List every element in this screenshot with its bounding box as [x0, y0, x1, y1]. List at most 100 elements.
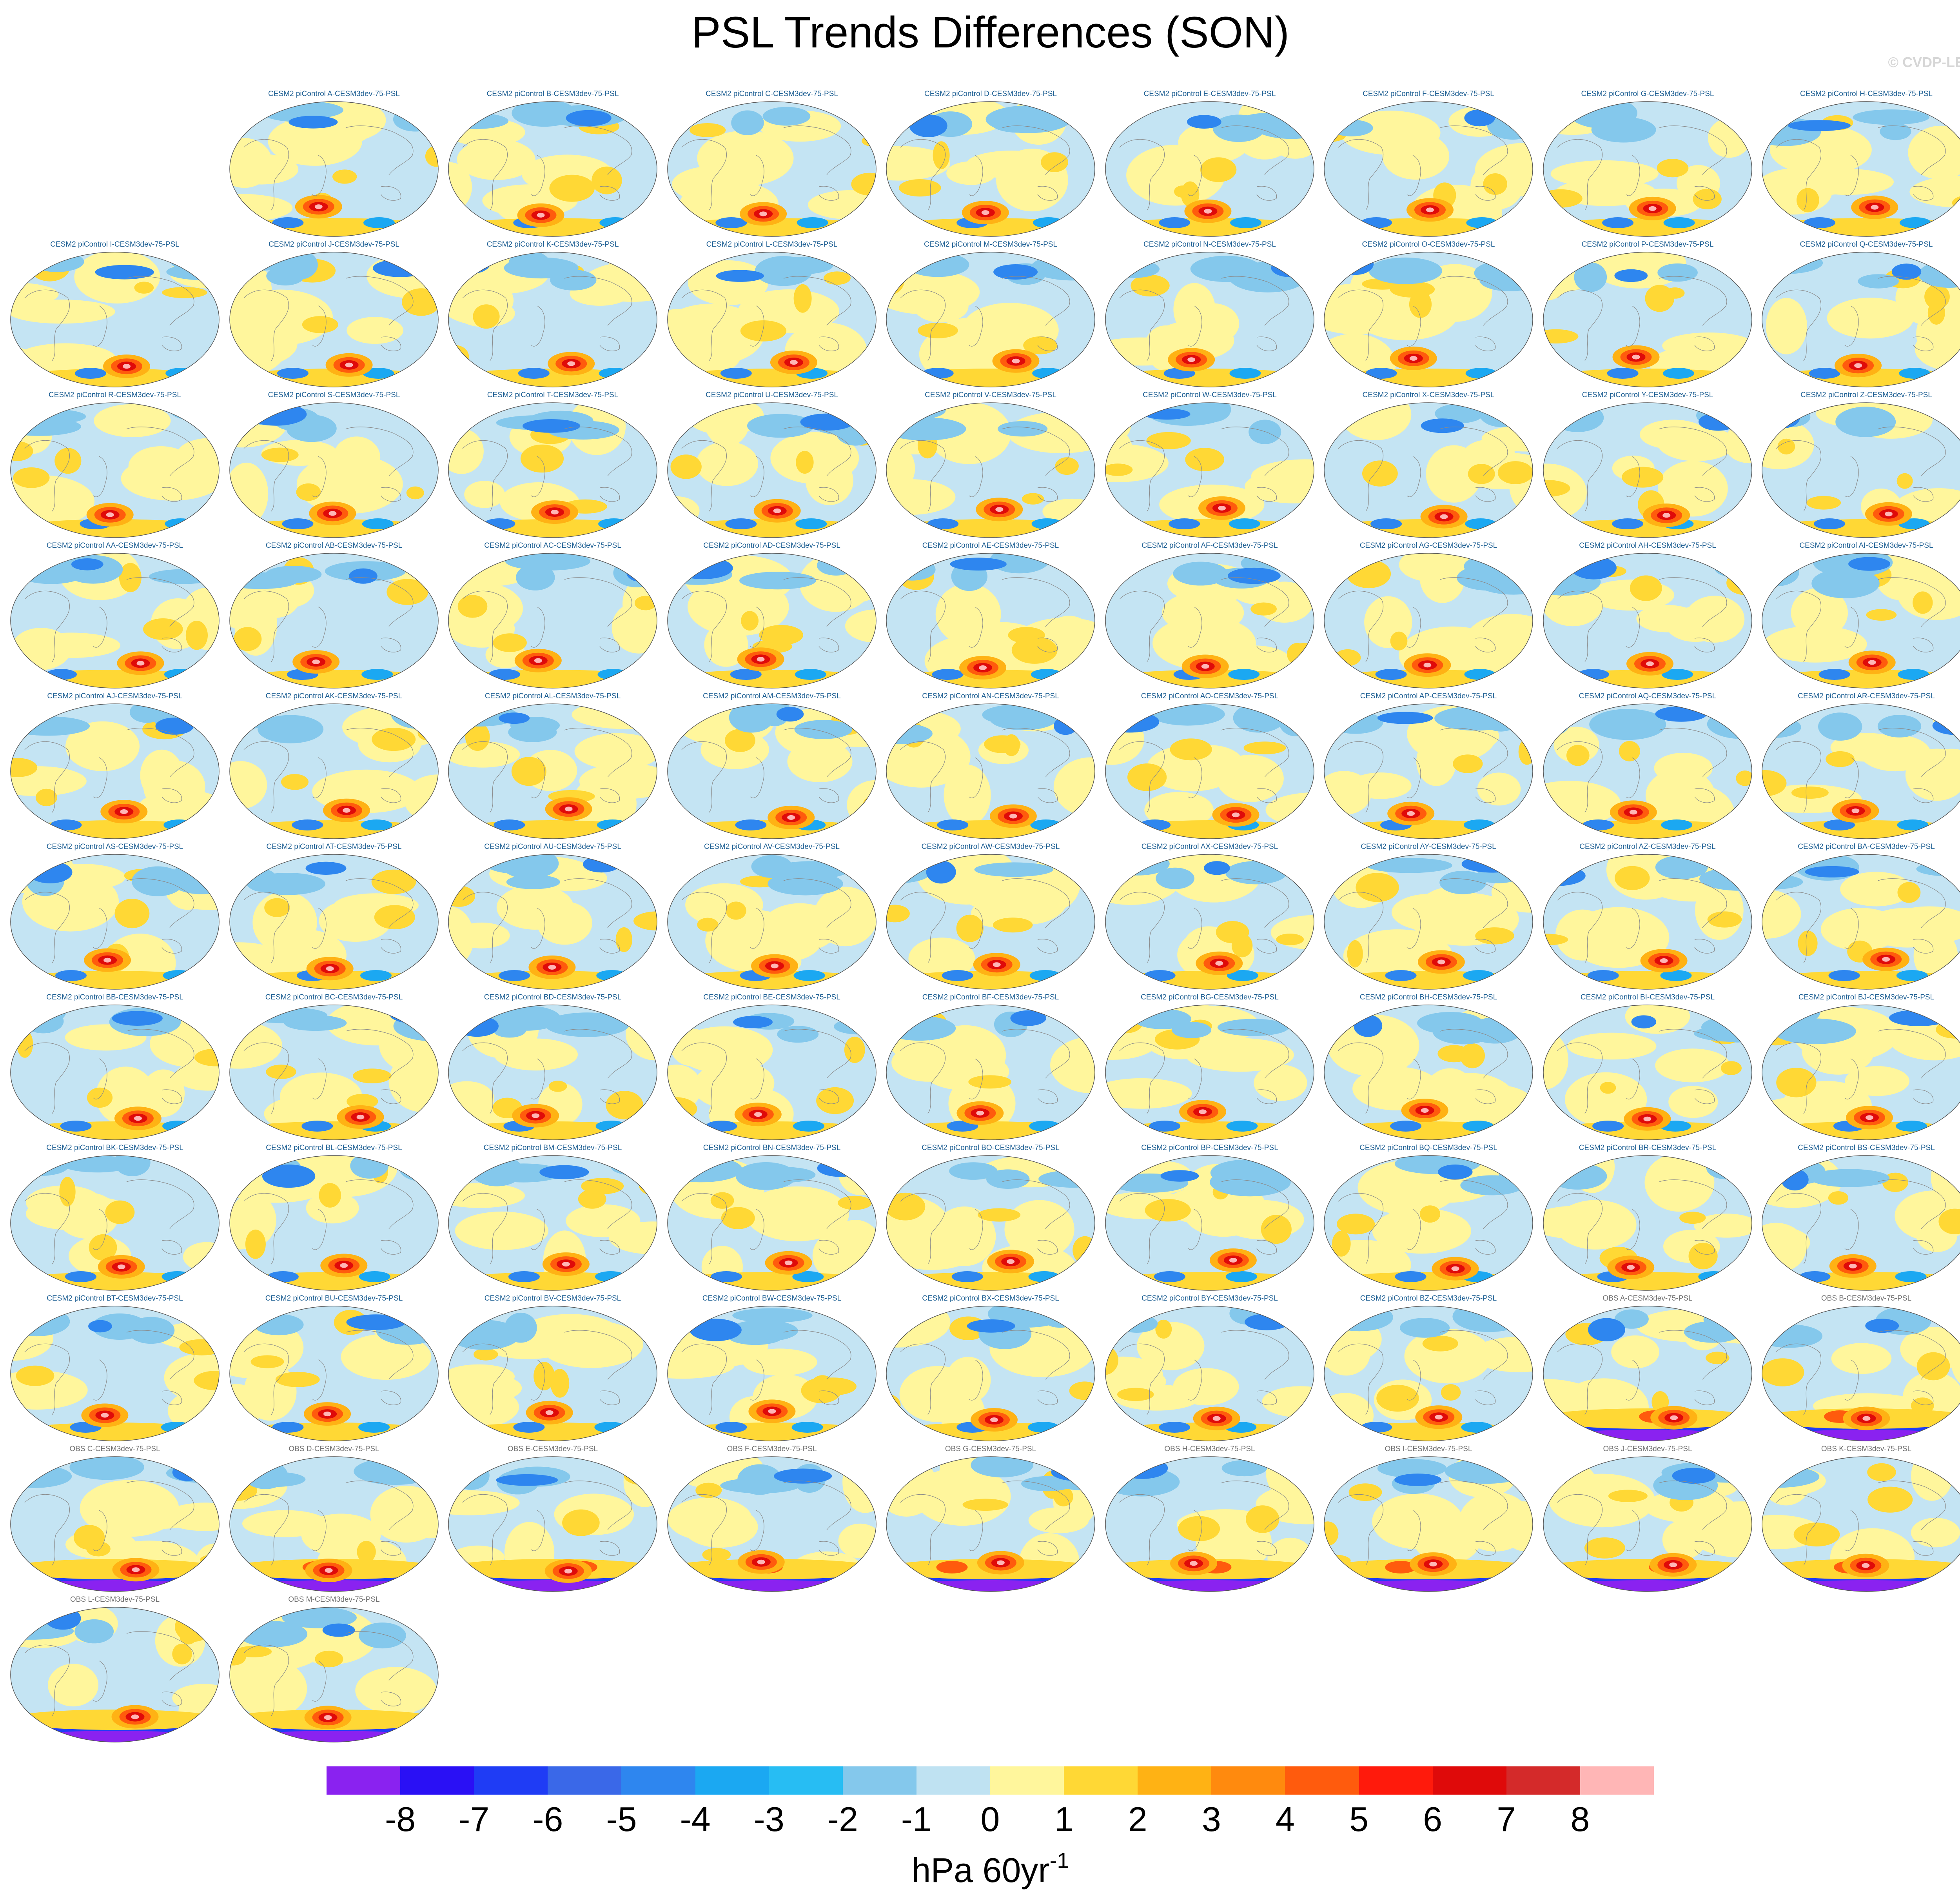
trend-contour-region	[23, 1009, 64, 1034]
trend-contour-region	[1497, 461, 1533, 484]
trend-contour-region	[886, 1121, 1095, 1140]
map-border	[886, 703, 1095, 839]
trend-contour-region	[562, 1262, 570, 1267]
trend-contour-region	[1845, 1066, 1910, 1096]
trend-contour-region	[1663, 217, 1695, 228]
map-border	[1324, 854, 1533, 990]
trend-contour-region	[512, 102, 577, 127]
panel-title: CESM2 piControl S-CESM3dev-75-PSL	[268, 391, 400, 399]
trend-contour-region	[163, 970, 194, 981]
trend-contour-region	[1483, 710, 1519, 732]
global-map	[1543, 703, 1752, 839]
trend-contour-region	[1056, 854, 1095, 870]
trend-contour-region	[851, 173, 876, 196]
panel-title: CESM2 piControl BE-CESM3dev-75-PSL	[703, 993, 840, 1001]
trend-contour-region	[773, 508, 781, 513]
trend-contour-region	[457, 595, 488, 618]
trend-contour-region	[370, 1682, 421, 1718]
trend-contour-region	[1891, 263, 1922, 280]
panel-title: OBS D-CESM3dev-75-PSL	[289, 1445, 379, 1453]
colorbar-units-exponent: -1	[1049, 1848, 1069, 1873]
coastline	[900, 728, 1070, 813]
global-map	[886, 1456, 1095, 1592]
trend-contour-region	[1461, 855, 1523, 873]
map-panel: OBS K-CESM3dev-75-PSL	[1760, 1444, 1960, 1593]
trend-contour-region	[1007, 1259, 1015, 1264]
map-panel: CESM2 piControl V-CESM3dev-75-PSL	[885, 391, 1096, 540]
trend-contour-region	[906, 253, 969, 277]
trend-contour-region	[1461, 1422, 1493, 1433]
map-panel: OBS E-CESM3dev-75-PSL	[447, 1444, 659, 1593]
panel-title: CESM2 piControl AE-CESM3dev-75-PSL	[922, 541, 1059, 550]
global-map	[229, 1005, 439, 1140]
coastline	[243, 427, 414, 512]
trend-contour-region	[1377, 1459, 1447, 1478]
trend-contour-region	[797, 217, 828, 228]
map-panel: CESM2 piControl BV-CESM3dev-75-PSL	[447, 1294, 659, 1443]
trend-contour-region	[1797, 188, 1819, 213]
trend-contour-region	[13, 1580, 217, 1592]
trend-contour-region	[243, 1461, 288, 1489]
trend-contour-region	[1655, 855, 1708, 879]
watermark: © CVDP-LE	[1888, 54, 1960, 70]
trend-contour-region	[1607, 368, 1639, 379]
coastline	[1776, 1481, 1946, 1566]
trend-contour-region	[986, 1169, 1030, 1189]
panel-title: CESM2 piControl BU-CESM3dev-75-PSL	[265, 1294, 403, 1303]
trend-contour-region	[1942, 1457, 1960, 1474]
trend-contour-region	[1865, 1319, 1899, 1333]
trend-contour-region	[1278, 705, 1312, 736]
coastline	[681, 728, 851, 813]
trend-contour-region	[1218, 505, 1226, 511]
colorbar-tick-label: 8	[1570, 1800, 1590, 1839]
panel-title: CESM2 piControl BX-CESM3dev-75-PSL	[922, 1294, 1059, 1303]
trend-contour-region	[390, 1005, 437, 1024]
trend-contour-region	[670, 454, 702, 479]
coastline	[1776, 577, 1946, 662]
trend-contour-region	[1422, 1335, 1458, 1352]
trend-contour-region	[1041, 152, 1068, 172]
trend-contour-region	[1658, 461, 1728, 517]
trend-contour-region	[689, 123, 726, 137]
trend-contour-region	[702, 1548, 731, 1562]
trend-contour-region	[1460, 1043, 1485, 1068]
map-border	[1543, 252, 1752, 387]
map-panel: CESM2 piControl Z-CESM3dev-75-PSL	[1760, 391, 1960, 540]
panel-title: CESM2 piControl X-CESM3dev-75-PSL	[1362, 391, 1495, 399]
global-map	[1543, 854, 1752, 990]
panel-title: OBS J-CESM3dev-75-PSL	[1603, 1445, 1692, 1453]
trend-contour-region	[142, 1069, 185, 1117]
trend-contour-region	[1228, 669, 1260, 680]
trend-contour-region	[759, 625, 803, 645]
global-map	[448, 1456, 657, 1592]
trend-contour-region	[1889, 1010, 1950, 1026]
map-border	[229, 553, 439, 689]
trend-contour-region	[725, 518, 757, 529]
trend-contour-region	[1665, 287, 1685, 299]
trend-contour-region	[1227, 567, 1281, 584]
trend-contour-region	[927, 518, 959, 529]
global-map	[10, 1607, 220, 1742]
map-border	[1324, 553, 1533, 689]
trend-contour-region	[1216, 645, 1292, 678]
trend-contour-region	[1798, 930, 1818, 956]
trend-contour-region	[1662, 332, 1752, 359]
trend-contour-region	[1730, 252, 1752, 276]
trend-contour-region	[1631, 1015, 1657, 1028]
panel-title: CESM2 piControl BA-CESM3dev-75-PSL	[1798, 843, 1935, 851]
trend-contour-region	[266, 1065, 296, 1079]
map-panel: CESM2 piControl S-CESM3dev-75-PSL	[228, 391, 440, 540]
trend-contour-region	[1463, 970, 1495, 981]
global-map	[1543, 252, 1752, 387]
map-border	[229, 854, 439, 990]
trend-contour-region	[326, 966, 334, 971]
coastline	[1119, 878, 1289, 963]
trend-contour-region	[615, 927, 632, 952]
panel-title: OBS K-CESM3dev-75-PSL	[1821, 1445, 1912, 1453]
trend-contour-region	[1762, 890, 1801, 939]
trend-contour-region	[493, 633, 527, 652]
trend-contour-region	[927, 403, 1011, 464]
trend-contour-region	[155, 718, 194, 735]
panel-title: CESM2 piControl BV-CESM3dev-75-PSL	[484, 1294, 621, 1303]
map-border	[1543, 553, 1752, 689]
